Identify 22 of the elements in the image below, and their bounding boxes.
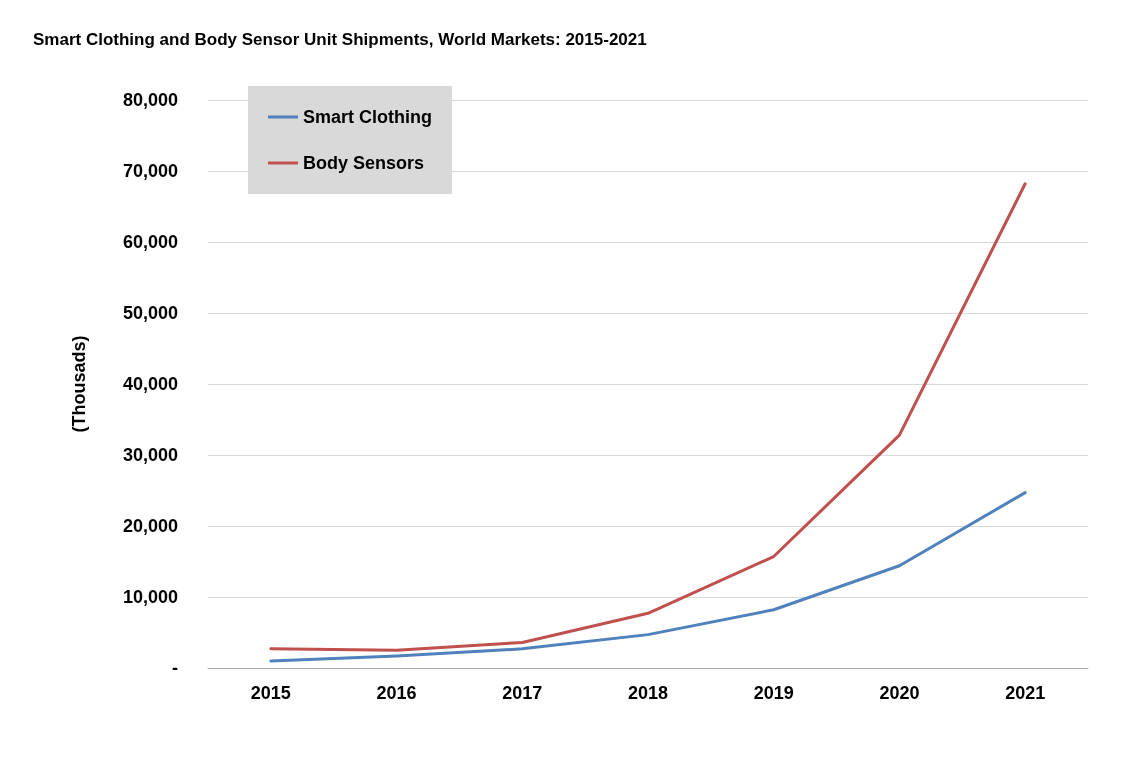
x-tick-label: 2015 [250,683,291,703]
x-tick-label: 2018 [627,683,669,703]
y-tick-label: 80,000 [122,90,178,110]
y-tick-label: 10,000 [122,587,178,607]
y-axis-title: (Thousads) [69,335,89,433]
y-tick-label: 60,000 [122,232,178,252]
legend-label: Body Sensors [303,153,425,173]
x-tick-label: 2020 [879,683,920,703]
y-tick-label: 30,000 [122,445,178,465]
x-tick-label: 2019 [753,683,794,703]
y-tick-label: 50,000 [122,303,178,323]
y-tick-label: 40,000 [122,374,178,394]
line-series [269,182,1027,652]
x-tick-label: 2016 [376,683,417,703]
legend-label: Smart Clothing [303,107,432,127]
x-tick-label: 2021 [1005,683,1046,703]
y-tick-label: 20,000 [122,516,178,536]
y-tick-label: 70,000 [122,161,178,181]
chart-title: Smart Clothing and Body Sensor Unit Shipments, World Markets: 2015-2021 [33,30,647,49]
x-tick-label: 2017 [502,683,543,703]
line-series [269,491,1027,663]
y-tick-label: - [172,658,178,678]
